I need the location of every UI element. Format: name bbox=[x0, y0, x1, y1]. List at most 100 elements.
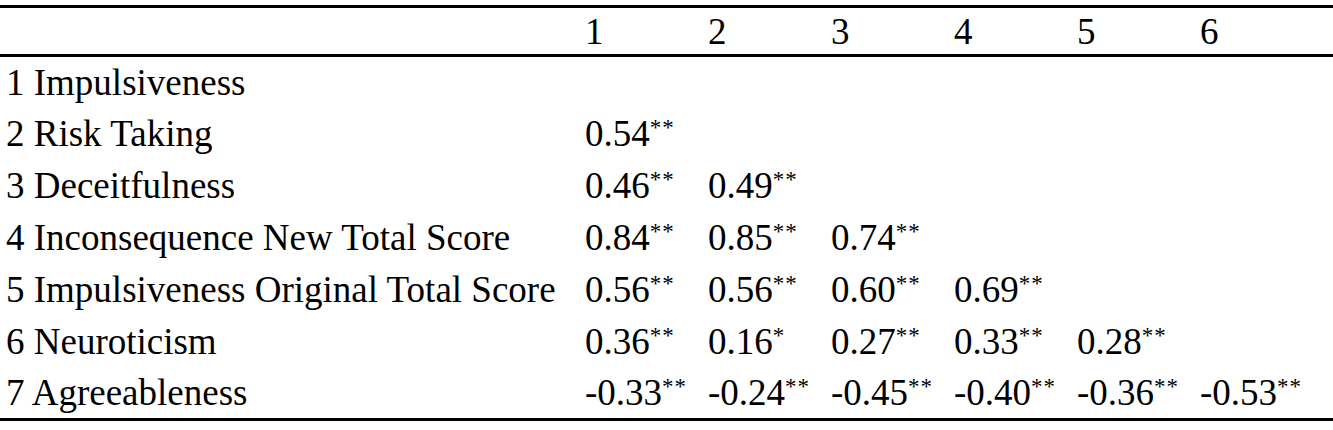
correlation-cell bbox=[700, 56, 823, 108]
correlation-cell: 0.16* bbox=[700, 316, 823, 368]
row-label: 4 Inconsequence New Total Score bbox=[0, 212, 577, 264]
correlation-cell: 0.28** bbox=[1069, 316, 1192, 368]
correlation-cell bbox=[823, 160, 946, 212]
correlation-value: 0.49 bbox=[708, 165, 773, 206]
correlation-value: -0.24 bbox=[708, 372, 785, 413]
significance-stars: ** bbox=[650, 167, 675, 192]
significance-stars: ** bbox=[896, 323, 921, 348]
significance-stars: ** bbox=[773, 167, 798, 192]
correlation-value: 0.16 bbox=[708, 321, 773, 362]
header-row: 1 2 3 4 5 6 bbox=[0, 7, 1333, 56]
row-label: 7 Agreeableness bbox=[0, 368, 577, 420]
significance-stars: ** bbox=[650, 219, 675, 244]
table-row: 4 Inconsequence New Total Score 0.84** 0… bbox=[0, 212, 1333, 264]
correlation-value: -0.33 bbox=[585, 372, 662, 413]
significance-stars: ** bbox=[785, 374, 810, 399]
table-body: 1 Impulsiveness 2 Risk Taking 0.54** 3 D… bbox=[0, 56, 1333, 420]
table-row: 1 Impulsiveness bbox=[0, 56, 1333, 108]
table-row: 7 Agreeableness -0.33** -0.24** -0.45** … bbox=[0, 368, 1333, 420]
correlation-cell bbox=[1192, 264, 1333, 316]
row-label: 1 Impulsiveness bbox=[0, 56, 577, 108]
correlation-cell: 0.27** bbox=[823, 316, 946, 368]
significance-stars: ** bbox=[1277, 374, 1302, 399]
correlation-cell bbox=[823, 108, 946, 160]
column-header-2: 2 bbox=[700, 7, 823, 56]
table-row: 6 Neuroticism 0.36** 0.16* 0.27** 0.33**… bbox=[0, 316, 1333, 368]
column-header-4: 4 bbox=[946, 7, 1069, 56]
column-header-6: 6 bbox=[1192, 7, 1333, 56]
significance-stars: ** bbox=[773, 219, 798, 244]
row-label: 5 Impulsiveness Original Total Score bbox=[0, 264, 577, 316]
correlation-cell bbox=[1069, 160, 1192, 212]
correlation-value: 0.85 bbox=[708, 217, 773, 258]
correlation-value: -0.40 bbox=[954, 372, 1031, 413]
correlation-cell: 0.46** bbox=[577, 160, 700, 212]
correlation-value: 0.54 bbox=[585, 113, 650, 154]
correlation-cell: -0.40** bbox=[946, 368, 1069, 420]
correlation-cell: 0.74** bbox=[823, 212, 946, 264]
correlation-value: -0.36 bbox=[1077, 372, 1154, 413]
correlation-cell: -0.45** bbox=[823, 368, 946, 420]
column-header-3: 3 bbox=[823, 7, 946, 56]
correlation-cell bbox=[1069, 56, 1192, 108]
correlation-cell bbox=[823, 56, 946, 108]
correlation-value: 0.56 bbox=[708, 269, 773, 310]
row-label: 3 Deceitfulness bbox=[0, 160, 577, 212]
significance-stars: ** bbox=[650, 323, 675, 348]
correlation-table: 1 2 3 4 5 6 1 Impulsiveness 2 Risk Takin… bbox=[0, 5, 1333, 421]
corner-cell bbox=[0, 7, 577, 56]
correlation-value: 0.46 bbox=[585, 165, 650, 206]
correlation-cell bbox=[1069, 212, 1192, 264]
correlation-value: 0.33 bbox=[954, 321, 1019, 362]
correlation-cell bbox=[1192, 56, 1333, 108]
significance-stars: ** bbox=[1031, 374, 1056, 399]
correlation-cell: 0.33** bbox=[946, 316, 1069, 368]
correlation-cell bbox=[1192, 316, 1333, 368]
correlation-value: 0.28 bbox=[1077, 321, 1142, 362]
significance-stars: ** bbox=[896, 219, 921, 244]
significance-stars: ** bbox=[650, 271, 675, 296]
correlation-cell: 0.56** bbox=[700, 264, 823, 316]
correlation-cell: 0.36** bbox=[577, 316, 700, 368]
significance-stars: ** bbox=[908, 374, 933, 399]
correlation-cell: -0.33** bbox=[577, 368, 700, 420]
significance-stars: ** bbox=[1154, 374, 1179, 399]
column-header-1: 1 bbox=[577, 7, 700, 56]
correlation-cell: 0.56** bbox=[577, 264, 700, 316]
correlation-cell bbox=[1192, 160, 1333, 212]
correlation-value: 0.36 bbox=[585, 321, 650, 362]
correlation-value: -0.53 bbox=[1200, 372, 1277, 413]
correlation-cell: -0.53** bbox=[1192, 368, 1333, 420]
correlation-cell bbox=[946, 212, 1069, 264]
correlation-table-page: 1 2 3 4 5 6 1 Impulsiveness 2 Risk Takin… bbox=[0, 0, 1333, 430]
significance-stars: ** bbox=[662, 374, 687, 399]
correlation-cell bbox=[700, 108, 823, 160]
correlation-value: -0.45 bbox=[831, 372, 908, 413]
correlation-cell: 0.69** bbox=[946, 264, 1069, 316]
correlation-cell bbox=[946, 56, 1069, 108]
correlation-value: 0.56 bbox=[585, 269, 650, 310]
correlation-cell bbox=[577, 56, 700, 108]
correlation-value: 0.60 bbox=[831, 269, 896, 310]
correlation-cell bbox=[1192, 108, 1333, 160]
correlation-value: 0.84 bbox=[585, 217, 650, 258]
significance-stars: ** bbox=[1142, 323, 1167, 348]
significance-stars: ** bbox=[896, 271, 921, 296]
correlation-cell bbox=[1069, 108, 1192, 160]
significance-stars: ** bbox=[1019, 323, 1044, 348]
significance-stars: ** bbox=[650, 115, 675, 140]
correlation-cell bbox=[946, 160, 1069, 212]
correlation-cell: 0.60** bbox=[823, 264, 946, 316]
correlation-value: 0.74 bbox=[831, 217, 896, 258]
correlation-cell: -0.36** bbox=[1069, 368, 1192, 420]
row-label: 2 Risk Taking bbox=[0, 108, 577, 160]
correlation-value: 0.27 bbox=[831, 321, 896, 362]
correlation-cell bbox=[1192, 212, 1333, 264]
table-header: 1 2 3 4 5 6 bbox=[0, 7, 1333, 56]
correlation-cell: 0.49** bbox=[700, 160, 823, 212]
table-row: 5 Impulsiveness Original Total Score 0.5… bbox=[0, 264, 1333, 316]
table-row: 3 Deceitfulness 0.46** 0.49** bbox=[0, 160, 1333, 212]
correlation-cell: 0.84** bbox=[577, 212, 700, 264]
correlation-value: 0.69 bbox=[954, 269, 1019, 310]
significance-stars: ** bbox=[773, 271, 798, 296]
